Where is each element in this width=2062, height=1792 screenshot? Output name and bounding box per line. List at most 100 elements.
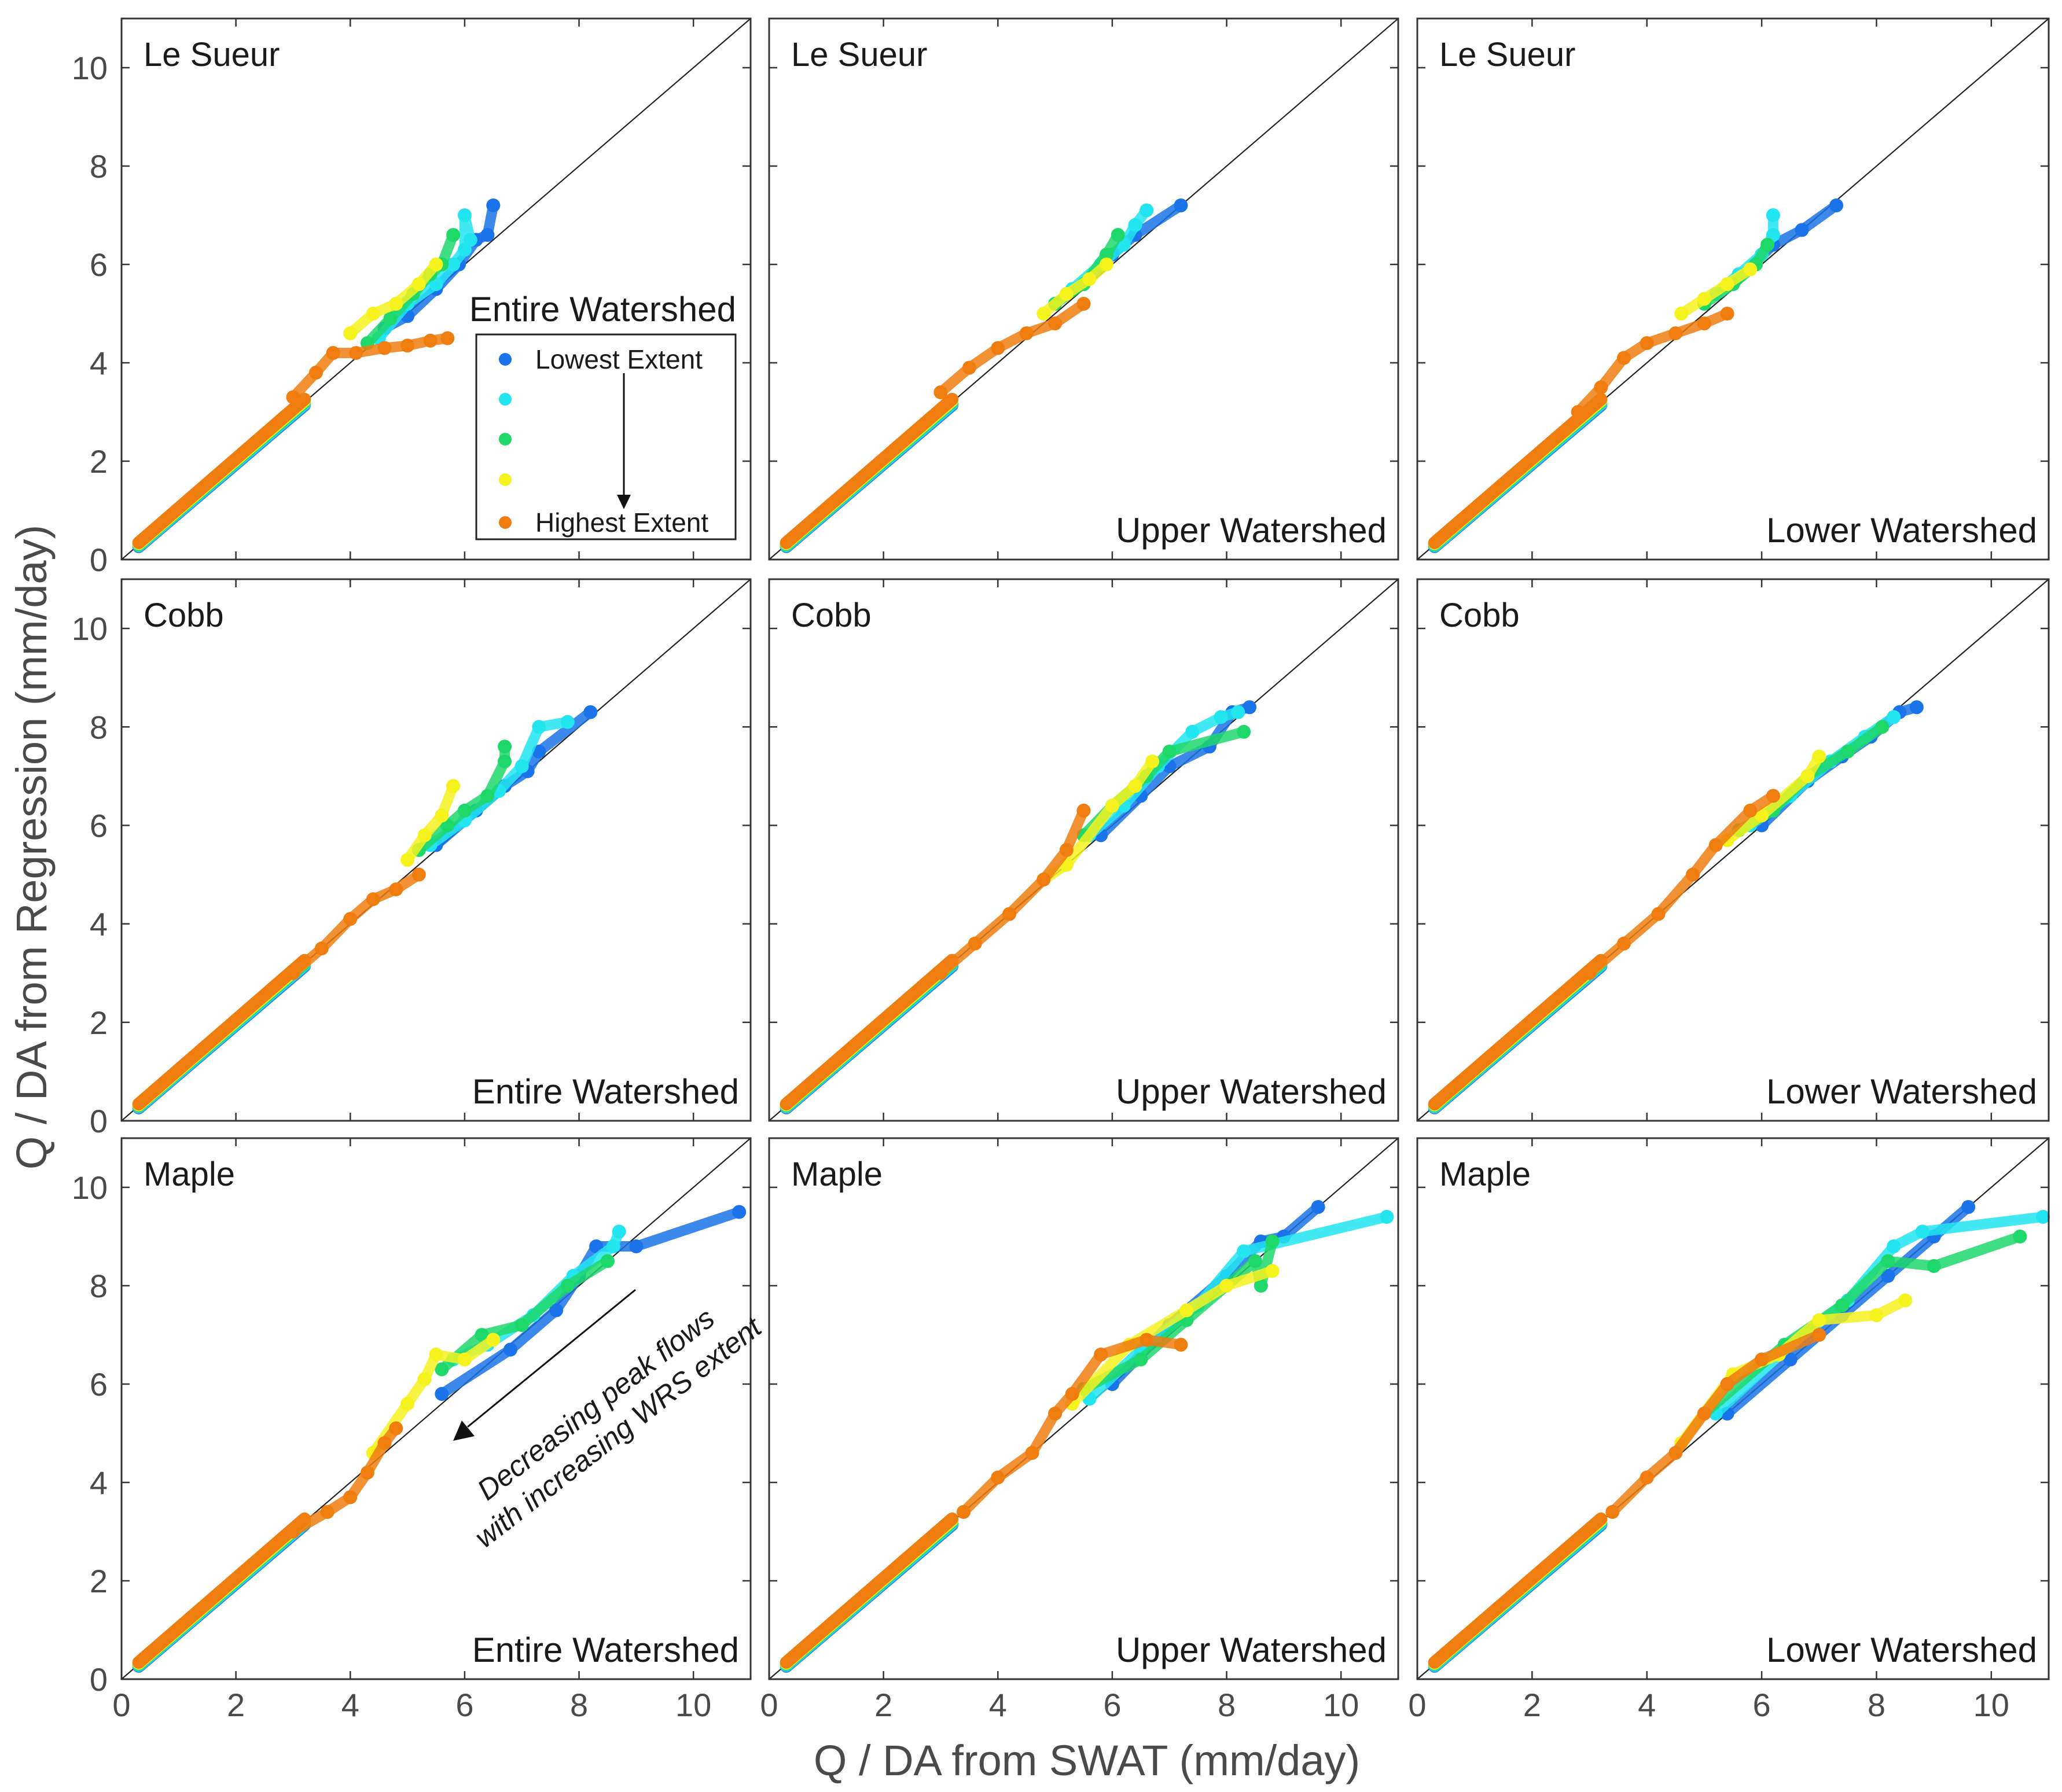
data-point [1219, 1279, 1234, 1293]
series-trail [402, 781, 459, 865]
data-point [2013, 1230, 2027, 1243]
data-point [1651, 907, 1666, 921]
legend-label-lowest: Lowest Extent [535, 344, 703, 374]
panel-title: Le Sueur [1439, 36, 1575, 73]
data-point [1898, 1293, 1913, 1308]
x-tick-label: 4 [1638, 1687, 1656, 1723]
data-point [326, 346, 340, 360]
x-tick-label: 10 [1973, 1687, 2009, 1723]
series-5 [286, 331, 455, 404]
data-point [486, 198, 501, 212]
series-5 [933, 297, 1091, 399]
series-5 [1582, 789, 1780, 980]
data-point [514, 1318, 529, 1332]
low-flow-band [780, 1512, 959, 1673]
x-tick-label: 10 [1323, 1687, 1359, 1723]
low-flow-band-stroke [132, 954, 311, 1111]
low-flow-band [780, 954, 959, 1114]
panel-frame [1416, 578, 2050, 1122]
data-point [1927, 1259, 1941, 1273]
legend: Entire Watershed Lowest Extent Highest E… [469, 290, 737, 540]
panel-title: Cobb [144, 597, 224, 634]
data-point [1128, 218, 1142, 232]
data-point [1840, 744, 1855, 759]
data-point [1961, 1200, 1976, 1214]
x-tick-label: 2 [1523, 1687, 1541, 1723]
data-point [1265, 1264, 1280, 1278]
data-point [1179, 1303, 1194, 1318]
low-flow-band [132, 1512, 311, 1673]
data-point [1617, 351, 1631, 365]
legend-marker-2 [499, 393, 512, 406]
data-point [389, 297, 403, 311]
data-point [486, 1333, 501, 1347]
panel-4: 0 2 4 6 8 10 Cobb Entire Watershed [72, 578, 752, 1139]
panel-title: Maple [791, 1156, 883, 1193]
data-point [1100, 248, 1114, 262]
data-point [400, 853, 415, 867]
data-point [411, 277, 426, 291]
data-point [1048, 1407, 1063, 1421]
data-point [1243, 700, 1257, 715]
data-point [991, 1470, 1005, 1485]
data-point [480, 789, 495, 803]
series-5 [933, 803, 1091, 980]
data-point [366, 307, 380, 321]
data-point [1605, 1505, 1620, 1519]
data-point [440, 331, 455, 345]
data-point [1059, 287, 1074, 301]
low-flow-band-stroke [1428, 392, 1608, 550]
series-5 [956, 1333, 1188, 1519]
data-point [1617, 936, 1631, 951]
data-point [1065, 1387, 1079, 1401]
series-5 [1571, 307, 1734, 419]
data-point [343, 326, 358, 340]
data-point [1582, 966, 1597, 980]
y-tick-label: 10 [72, 610, 108, 647]
data-point [1800, 769, 1815, 783]
data-point [1254, 1279, 1268, 1293]
data-point [366, 892, 380, 907]
data-point [400, 338, 415, 353]
data-point [314, 941, 329, 956]
y-tick-label: 0 [90, 542, 108, 578]
data-point [429, 257, 443, 271]
series-5 [1605, 1328, 1826, 1519]
series-5 [286, 1421, 403, 1539]
data-point [589, 1239, 604, 1253]
legend-label-highest: Highest Extent [535, 507, 708, 538]
legend-marker-1 [499, 353, 512, 366]
x-axis-title: Q / DA from SWAT (mm/day) [814, 1736, 1360, 1784]
data-point [583, 705, 598, 719]
data-point [1720, 307, 1734, 321]
data-point [1185, 724, 1200, 739]
series-trail [1676, 264, 1756, 319]
low-flow-band-stroke [1428, 954, 1608, 1111]
data-point [612, 1224, 626, 1239]
data-point [463, 233, 477, 247]
x-tick-label: 6 [1103, 1687, 1121, 1723]
panel-title: Cobb [1439, 597, 1520, 634]
data-point [1720, 277, 1734, 291]
data-point [1594, 380, 1608, 395]
data-point [1076, 297, 1091, 311]
x-tick-label: 6 [455, 1687, 473, 1723]
data-point [600, 1254, 615, 1268]
data-point [1140, 1333, 1154, 1347]
panel-frame [768, 17, 1399, 561]
series-4 [400, 779, 461, 867]
panel-6: Cobb Lower Watershed [1416, 578, 2050, 1122]
data-point [933, 966, 948, 980]
data-point [1674, 307, 1689, 321]
data-point [1265, 1234, 1280, 1249]
y-tick-label: 4 [90, 906, 108, 943]
data-point [1887, 710, 1901, 724]
data-point [1812, 1328, 1826, 1342]
y-tick-label: 6 [90, 246, 108, 283]
panel-8: 0 2 4 6 8 10 Maple Upper Watershed [760, 1137, 1399, 1723]
y-tick-label: 8 [90, 148, 108, 185]
y-tick-label: 0 [90, 1103, 108, 1139]
data-point [457, 208, 472, 222]
data-point [1002, 907, 1017, 921]
